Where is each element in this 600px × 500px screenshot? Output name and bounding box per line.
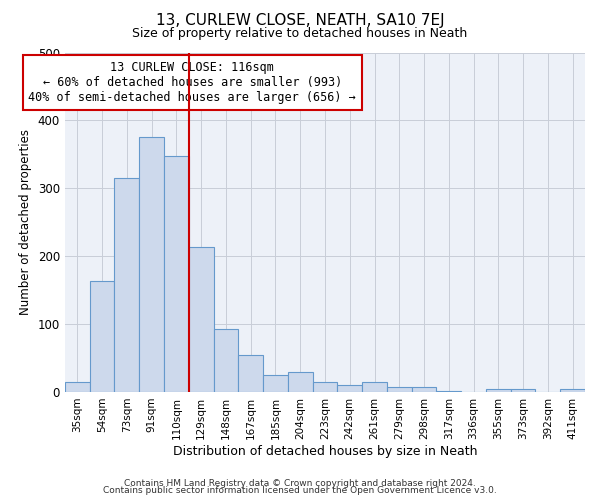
Text: Contains public sector information licensed under the Open Government Licence v3: Contains public sector information licen… [103,486,497,495]
Bar [362,382,387,392]
Bar [337,385,362,392]
Bar [115,178,139,392]
Bar [214,329,238,392]
Bar [139,138,164,392]
Bar [560,388,585,392]
Y-axis label: Number of detached properties: Number of detached properties [19,129,32,315]
Bar [164,156,189,392]
Bar [511,388,535,392]
X-axis label: Distribution of detached houses by size in Neath: Distribution of detached houses by size … [173,444,477,458]
Bar [486,388,511,392]
Text: 13, CURLEW CLOSE, NEATH, SA10 7EJ: 13, CURLEW CLOSE, NEATH, SA10 7EJ [155,12,445,28]
Bar [288,372,313,392]
Bar [436,390,461,392]
Bar [263,375,288,392]
Bar [387,386,412,392]
Bar [412,386,436,392]
Text: 13 CURLEW CLOSE: 116sqm
← 60% of detached houses are smaller (993)
40% of semi-d: 13 CURLEW CLOSE: 116sqm ← 60% of detache… [28,61,356,104]
Bar [189,248,214,392]
Bar [90,282,115,392]
Bar [65,382,90,392]
Bar [313,382,337,392]
Text: Contains HM Land Registry data © Crown copyright and database right 2024.: Contains HM Land Registry data © Crown c… [124,478,476,488]
Text: Size of property relative to detached houses in Neath: Size of property relative to detached ho… [133,28,467,40]
Bar [238,354,263,392]
